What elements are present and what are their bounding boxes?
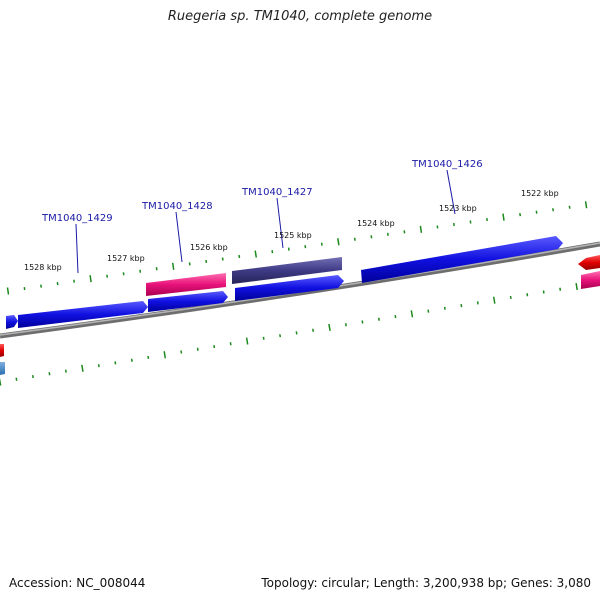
scale-tick — [584, 201, 588, 209]
map-title: Ruegeria sp. TM1040, complete genome — [167, 9, 433, 24]
kbp-label-1526: 1526 kbp — [190, 243, 228, 252]
scale-tick — [361, 320, 364, 324]
gene-arrow-right-red[interactable] — [578, 255, 600, 270]
scale-tick — [213, 344, 216, 349]
gene-label-tm1040-1427: TM1040_1427 — [241, 187, 313, 198]
scale-tick — [575, 282, 578, 291]
kbp-label-1524: 1524 kbp — [357, 219, 395, 228]
scale-tick — [48, 372, 51, 376]
scale-tick — [509, 295, 512, 300]
leader-line-tm1040-1426 — [446, 169, 456, 215]
scale-tick — [419, 225, 423, 234]
scale-tick — [552, 208, 555, 212]
scale-tick — [180, 350, 183, 354]
scale-tick — [519, 212, 522, 217]
scale-tick — [56, 281, 59, 286]
scale-tick — [427, 309, 430, 313]
kbp-label-1523: 1523 kbp — [439, 204, 477, 213]
scale-tick — [114, 361, 117, 365]
kbp-label-1522: 1522 kbp — [521, 189, 559, 198]
scale-tick — [97, 364, 100, 368]
scale-tick — [73, 279, 76, 283]
scale-tick — [502, 213, 505, 221]
scale-tick — [81, 364, 84, 372]
scale-tick — [460, 303, 463, 308]
scale-tick — [130, 358, 133, 362]
scale-tick — [163, 351, 167, 359]
gene-arrow-lower-2[interactable] — [148, 291, 228, 312]
scale-tick — [245, 337, 249, 345]
gene-arrow-left-red[interactable] — [0, 344, 4, 357]
gene-arrow-tm1040-1426[interactable] — [361, 236, 563, 283]
scale-tick — [0, 378, 2, 386]
scale-tick — [139, 269, 142, 273]
inner-tick-track — [0, 282, 595, 386]
scale-tick — [410, 310, 414, 318]
scale-tick — [328, 323, 331, 332]
gene-arrow-right-pink[interactable] — [581, 271, 600, 289]
scale-tick — [452, 222, 455, 227]
scale-tick — [337, 238, 340, 246]
scale-tick — [559, 287, 562, 291]
scale-tick — [377, 317, 380, 321]
scale-tick — [31, 374, 34, 379]
scale-tick — [295, 331, 298, 335]
genome-summary-text: Topology: circular; Length: 3,200,938 bp… — [261, 576, 591, 590]
scale-tick — [312, 328, 315, 332]
scale-tick — [238, 254, 241, 259]
scale-tick — [443, 306, 446, 310]
scale-tick — [535, 210, 538, 214]
accession-text: Accession: NC_008044 — [9, 576, 146, 590]
scale-tick — [344, 323, 347, 327]
scale-tick — [196, 347, 199, 351]
scale-tick — [526, 293, 529, 297]
scale-tick — [147, 355, 150, 360]
gene-arrow-tm1040-1427[interactable] — [232, 257, 342, 284]
scale-tick — [353, 237, 356, 241]
genome-backbone — [0, 241, 600, 339]
gene-label-tm1040-1429: TM1040_1429 — [41, 213, 113, 224]
scale-tick — [254, 250, 258, 258]
leader-line-tm1040-1428 — [175, 211, 183, 263]
scale-tick — [6, 287, 10, 295]
gene-arrow-left-steel[interactable] — [0, 362, 5, 375]
scale-tick — [262, 336, 265, 340]
scale-tick — [155, 267, 158, 271]
gene-arrow-tm1040-1428[interactable] — [146, 273, 226, 296]
leader-line-tm1040-1429 — [75, 223, 79, 274]
gene-arrow-tm1040-1429[interactable] — [18, 301, 148, 328]
scale-tick — [171, 262, 175, 270]
scale-tick — [394, 314, 397, 319]
scale-tick — [40, 284, 43, 288]
scale-tick — [229, 342, 232, 346]
scale-tick — [15, 377, 18, 381]
gene-arrow-lower-3[interactable] — [235, 275, 344, 301]
scale-tick — [436, 225, 439, 229]
scale-tick — [492, 296, 496, 304]
leader-line-tm1040-1427 — [276, 197, 284, 249]
kbp-label-1527: 1527 kbp — [107, 254, 145, 263]
kbp-label-1525: 1525 kbp — [274, 231, 312, 240]
gene-label-tm1040-1428: TM1040_1428 — [141, 201, 213, 212]
gene-arrow-small-left[interactable] — [6, 315, 18, 329]
kbp-label-1528: 1528 kbp — [24, 263, 62, 272]
outer-tick-track — [6, 201, 588, 295]
gene-label-tm1040-1426: TM1040_1426 — [411, 159, 483, 170]
scale-tick — [89, 275, 92, 283]
scale-tick — [279, 334, 282, 338]
